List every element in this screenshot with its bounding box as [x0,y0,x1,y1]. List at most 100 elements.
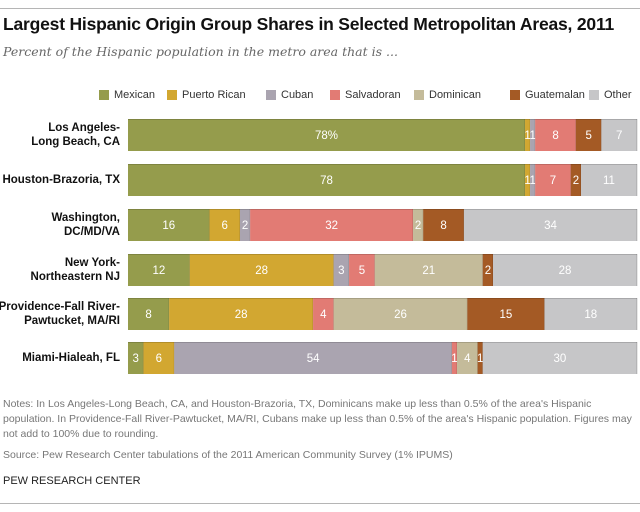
bar-segment-cuban [239,209,251,241]
bar-segment-puerto-rican [525,164,531,196]
legend-swatch [167,90,177,100]
chart-title: Largest Hispanic Origin Group Shares in … [3,14,615,34]
data-label: 5 [359,265,365,277]
bar-segment-cuban [530,164,536,196]
data-label: 28 [559,265,572,277]
source: Source: Pew Research Center tabulations … [3,449,453,461]
bar-segment-other [493,254,637,286]
bar-segment-salvadoran [313,298,334,330]
data-label: 4 [320,309,327,321]
bar-segment-puerto-rican [169,298,314,330]
bar-row: 16 6 2 32 2 8 34 [128,209,638,241]
data-label: 78 [320,175,333,187]
data-label: 1 [477,353,483,365]
bar-row: 78% 11 8 5 7 [128,119,638,151]
legend-label: Guatemalan [525,89,585,101]
data-label: 2 [485,265,491,277]
bar-row: 8 28 4 26 15 18 [128,298,638,330]
data-label: 28 [235,309,248,321]
bar-segment-other [544,298,637,330]
bar-segment-mexican [128,119,526,151]
legend-item-puerto-rican: Puerto Rican [167,89,246,101]
data-label: 1 [529,130,535,142]
row-label: Los Angeles- Long Beach, CA [31,122,120,148]
bar-segment-salvadoran [250,209,414,241]
bar-segment-mexican [128,254,190,286]
bar-segment-dominican [333,298,468,330]
legend-label: Cuban [281,89,314,101]
bar-segment-puerto-rican [143,342,175,374]
data-label: 21 [422,265,435,277]
notes: Notes: In Los Angeles-Long Beach, CA, an… [3,398,632,440]
data-label: 15 [499,309,512,321]
bar-segment-other [601,119,637,151]
bar-segment-dominican [457,342,478,374]
data-label: 78% [315,130,338,142]
legend-label: Other [604,89,632,101]
data-label: 8 [552,130,558,142]
row-label: Providence-Fall River- Pawtucket, MA/RI [0,301,120,327]
bar-segment-salvadoran [535,119,576,151]
bar-segment-salvadoran [349,254,375,286]
data-label: 1 [451,353,457,365]
data-label: 30 [553,353,566,365]
legend-swatch [589,90,599,100]
legend-label: Salvadoran [345,89,401,101]
bar-segment-dominican [374,254,483,286]
legend-item-salvadoran: Salvadoran [330,89,401,101]
bar-segment-mexican [128,298,170,330]
bar-segment-other [482,342,637,374]
data-label: 32 [325,220,338,232]
organization: PEW RESEARCH CENTER [3,475,141,487]
data-label: 26 [394,309,407,321]
legend-item-mexican: Mexican [99,89,155,101]
top-rule [0,8,640,9]
legend-swatch [99,90,109,100]
bar-segment-other [463,209,637,241]
bar-segment-mexican [128,209,210,241]
bar-segment-guatemalan [570,164,582,196]
data-label: 6 [222,220,228,232]
legend-swatch [330,90,340,100]
row-label: Miami-Hialeah, FL [22,352,120,364]
data-label: 7 [616,130,622,142]
bar-segment-guatemalan [575,119,602,151]
data-label: 8 [440,220,446,232]
data-label: 1 [529,175,535,187]
legend-item-dominican: Dominican [414,89,481,101]
data-label: 11 [603,175,615,187]
bar-segment-guatemalan [482,254,494,286]
data-label: 54 [307,353,320,365]
legend-swatch [266,90,276,100]
data-label: 5 [585,130,591,142]
data-label: 1 [524,175,530,187]
legend-swatch [414,90,424,100]
data-label: 3 [133,353,139,365]
data-label: 2 [242,220,248,232]
row-label: New York- Northeastern NJ [30,257,120,283]
bar-segment-salvadoran [535,164,571,196]
data-label: 6 [156,353,162,365]
bar-segment-dominican [413,209,424,241]
row-label: Washington, DC/MD/VA [51,212,120,238]
bar-segment-salvadoran [451,342,458,374]
data-label: 4 [464,353,471,365]
bar-row: 12 28 3 5 21 2 28 [128,254,638,286]
bar-row: 78 11 7 2 11 [128,164,638,196]
bar-segment-cuban [530,119,536,151]
legend-item-guatemalan: Guatemalan [510,89,585,101]
data-label: 1 [524,130,530,142]
bar-segment-guatemalan [423,209,464,241]
data-label: 2 [573,175,579,187]
data-label: 3 [338,265,344,277]
legend: Mexican Puerto Rican Cuban Salvadoran Domini… [0,89,640,103]
data-label: 34 [544,220,557,232]
bar-segment-puerto-rican [209,209,240,241]
legend-item-other: Other [589,89,632,101]
bar-segment-puerto-rican [189,254,334,286]
data-label: 7 [550,175,556,187]
chart-subtitle: Percent of the Hispanic population in th… [3,44,398,59]
data-label: 18 [584,309,597,321]
legend-item-cuban: Cuban [266,89,313,101]
